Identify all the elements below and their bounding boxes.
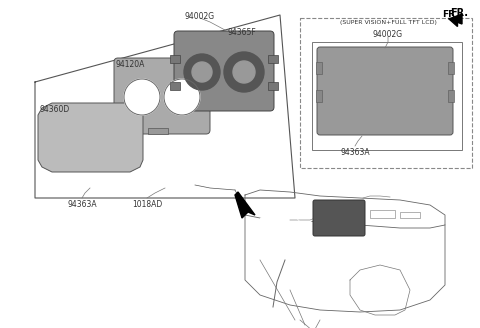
Circle shape [233, 61, 255, 83]
Text: 94363A: 94363A [67, 200, 97, 209]
Text: 94365F: 94365F [228, 28, 257, 37]
Bar [448, 62, 454, 74]
Text: 94363A: 94363A [340, 148, 370, 157]
Text: (SUPER VISION+FULL TFT LCD): (SUPER VISION+FULL TFT LCD) [339, 20, 436, 25]
Polygon shape [235, 192, 255, 218]
Circle shape [164, 79, 200, 115]
Bar [316, 62, 322, 74]
Text: 94002G: 94002G [373, 30, 403, 39]
Polygon shape [449, 14, 462, 24]
FancyBboxPatch shape [174, 31, 274, 111]
Polygon shape [448, 18, 457, 26]
Bar [312, 42, 462, 150]
Bar [268, 82, 278, 90]
Circle shape [257, 204, 313, 260]
Text: 94002G: 94002G [185, 12, 215, 21]
Bar [300, 18, 472, 168]
Circle shape [184, 54, 220, 90]
Text: 94360D: 94360D [40, 106, 70, 114]
Bar [316, 90, 322, 102]
Bar [148, 128, 168, 134]
Bar [170, 82, 180, 90]
Circle shape [192, 62, 212, 82]
Text: FR.: FR. [450, 8, 468, 18]
Bar [170, 55, 180, 63]
Bar [448, 90, 454, 102]
Text: FR.: FR. [443, 10, 459, 19]
Bar [400, 212, 420, 218]
FancyBboxPatch shape [114, 58, 210, 134]
Circle shape [124, 79, 160, 115]
FancyBboxPatch shape [317, 47, 453, 135]
Bar [268, 55, 278, 63]
FancyBboxPatch shape [313, 200, 365, 236]
Text: 94120A: 94120A [115, 60, 144, 69]
Bar [370, 210, 395, 218]
Text: 1018AD: 1018AD [132, 200, 162, 209]
Circle shape [224, 52, 264, 92]
Polygon shape [38, 103, 143, 172]
